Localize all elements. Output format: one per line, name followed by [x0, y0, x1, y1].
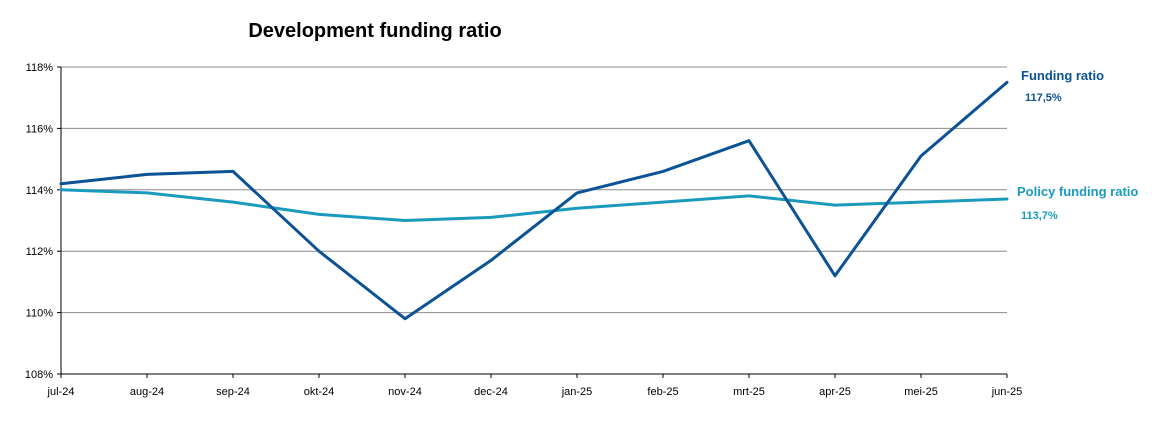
data-point-series-0: [490, 259, 493, 262]
data-point-series-0: [576, 191, 579, 194]
legend-layer: Funding ratio 117,5% Policy funding ratio 1…: [1017, 68, 1138, 222]
y-tick-label: 116%: [26, 123, 54, 135]
data-point-series-0: [318, 250, 321, 253]
data-point-series-0: [146, 173, 149, 176]
data-point-series-0: [60, 182, 63, 185]
data-point-series-1: [404, 219, 407, 222]
series-layer: [59, 80, 1009, 321]
grid-layer: [61, 66, 1007, 314]
y-tick-label: 114%: [26, 185, 54, 197]
data-point-series-0: [232, 170, 235, 173]
data-point-series-0: [1006, 81, 1009, 84]
x-tick-label: aug-24: [130, 386, 164, 398]
legend-value-series-1: 113,7%: [1021, 210, 1058, 222]
data-point-series-1: [490, 216, 493, 219]
axis-layer: 108% 110% 112% 114% 116% 118% jul-24 aug-24 sep-…: [25, 62, 1022, 398]
x-tick-label: mei-25: [904, 386, 938, 398]
data-point-series-1: [576, 207, 579, 210]
data-point-series-1: [748, 194, 751, 197]
x-tick-label: dec-24: [474, 386, 508, 398]
y-tick-label: 110%: [26, 308, 54, 320]
data-point-series-0: [748, 139, 751, 142]
data-point-series-0: [662, 170, 665, 173]
series-line-0: [59, 80, 1009, 321]
data-point-series-1: [662, 201, 665, 204]
x-tick-label: mrt-25: [733, 386, 765, 398]
x-tick-label: nov-24: [388, 386, 422, 398]
x-tick-label: okt-24: [304, 386, 335, 398]
x-tick-label: feb-25: [647, 386, 678, 398]
data-point-series-1: [318, 213, 321, 216]
legend-value-series-0: 117,5%: [1025, 92, 1062, 104]
x-tick-label: sep-24: [216, 386, 250, 398]
data-point-series-1: [232, 201, 235, 204]
y-tick-label: 112%: [26, 246, 54, 258]
legend-name-series-1: Policy funding ratio: [1017, 184, 1138, 199]
x-tick-label: apr-25: [819, 386, 851, 398]
data-point-series-1: [1006, 198, 1009, 201]
data-point-series-0: [834, 274, 837, 277]
y-tick-label: 118%: [26, 62, 54, 74]
x-tick-label: jun-25: [991, 386, 1023, 398]
data-point-series-1: [60, 188, 63, 191]
legend-name-series-0: Funding ratio: [1021, 68, 1104, 83]
chart-title: Development funding ratio: [248, 20, 501, 42]
series-line-1: [59, 188, 1009, 222]
data-point-series-1: [920, 201, 923, 204]
data-point-series-0: [920, 155, 923, 158]
y-tick-label: 108%: [25, 369, 53, 381]
x-tick-label: jan-25: [561, 386, 593, 398]
data-point-series-1: [146, 191, 149, 194]
data-point-series-1: [834, 204, 837, 207]
x-tick-label: jul-24: [47, 386, 75, 398]
data-point-series-0: [404, 317, 407, 320]
